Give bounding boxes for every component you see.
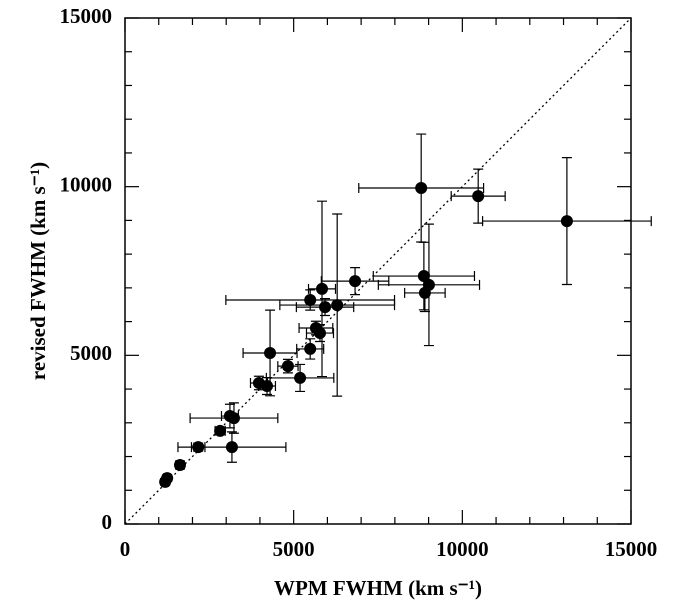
- point: [316, 282, 329, 295]
- point: [319, 301, 332, 314]
- point: [472, 190, 485, 203]
- point: [418, 286, 431, 299]
- point: [560, 215, 573, 228]
- y-tick-label: 5000: [70, 341, 112, 365]
- point: [227, 412, 240, 425]
- y-axis-title: revised FWHM (km s⁻¹): [26, 162, 50, 380]
- point: [313, 327, 326, 340]
- point: [161, 472, 174, 485]
- point: [214, 424, 227, 437]
- point: [173, 458, 186, 471]
- plot-frame: [124, 17, 632, 525]
- point: [264, 346, 277, 359]
- point: [304, 294, 317, 307]
- point: [331, 299, 344, 312]
- point: [225, 441, 238, 454]
- x-tick-label: 10000: [436, 537, 489, 561]
- y-tick-label: 15000: [60, 4, 113, 28]
- x-tick-label: 0: [120, 537, 131, 561]
- x-tick-label: 5000: [273, 537, 315, 561]
- identity-line: [124, 17, 632, 525]
- point: [261, 380, 274, 393]
- point: [417, 270, 430, 283]
- point: [281, 360, 294, 373]
- x-axis-title: WPM FWHM (km s⁻¹): [274, 576, 482, 600]
- point: [349, 275, 362, 288]
- y-tick-label: 0: [102, 510, 113, 534]
- point: [294, 371, 307, 384]
- point: [304, 342, 317, 355]
- y-tick-label: 10000: [60, 172, 113, 196]
- point: [415, 182, 428, 195]
- x-tick-label: 15000: [605, 537, 658, 561]
